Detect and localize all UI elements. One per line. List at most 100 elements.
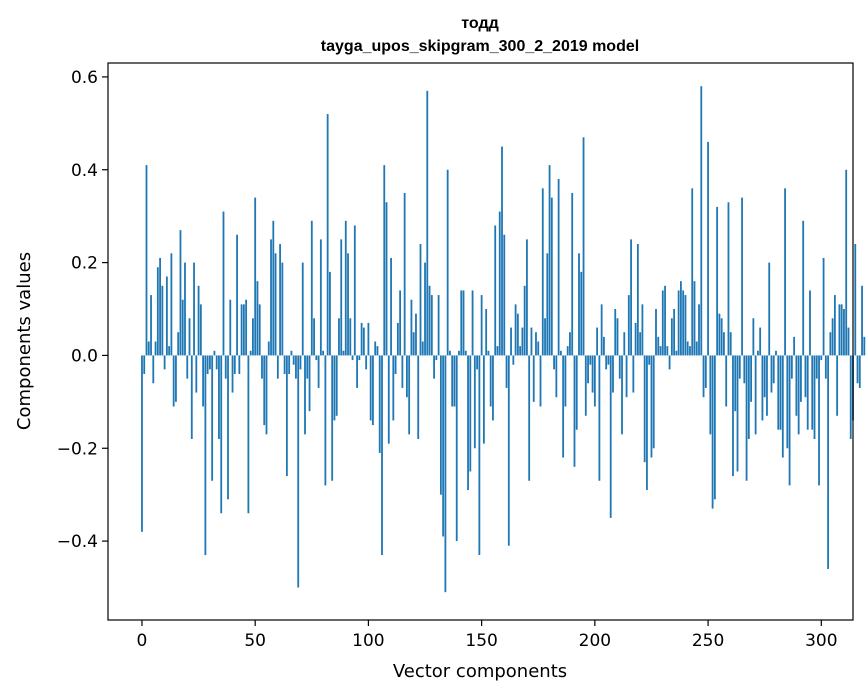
bar xyxy=(566,346,569,356)
bar xyxy=(487,350,490,356)
bar xyxy=(553,355,555,370)
bar xyxy=(777,355,780,430)
bar xyxy=(741,197,743,356)
bar xyxy=(172,355,175,407)
bar xyxy=(575,355,578,430)
bar xyxy=(310,220,313,356)
bar xyxy=(609,355,612,518)
bar xyxy=(480,295,483,356)
bar xyxy=(639,332,642,356)
bar xyxy=(709,355,712,435)
bar xyxy=(301,262,304,356)
bar xyxy=(458,350,460,356)
bar xyxy=(455,355,458,542)
bar xyxy=(612,355,614,393)
bar xyxy=(804,355,807,398)
bar xyxy=(795,355,798,416)
bar xyxy=(283,355,286,374)
bar xyxy=(428,285,431,356)
bar xyxy=(593,355,596,407)
bar xyxy=(646,355,648,491)
bar xyxy=(421,341,424,356)
bar xyxy=(836,355,839,416)
bar xyxy=(362,327,365,356)
bar xyxy=(589,355,592,365)
bar xyxy=(546,253,549,356)
bar xyxy=(202,355,205,407)
bar xyxy=(815,355,818,379)
bar xyxy=(304,355,306,435)
bar xyxy=(281,262,284,356)
bar xyxy=(181,299,184,356)
bar xyxy=(344,220,347,356)
bar xyxy=(657,336,660,356)
bar xyxy=(247,355,250,514)
y-tick-label: −0.4 xyxy=(57,532,98,552)
bar xyxy=(478,355,481,556)
bar xyxy=(424,262,426,356)
bar xyxy=(530,327,533,356)
bar xyxy=(317,355,320,388)
bar xyxy=(811,355,814,430)
bar xyxy=(582,137,585,356)
bar xyxy=(759,327,762,356)
bar xyxy=(550,197,553,356)
bar xyxy=(829,332,832,356)
bar xyxy=(306,355,309,379)
bar xyxy=(417,355,420,439)
bar xyxy=(315,355,318,361)
bar xyxy=(261,355,263,379)
bar xyxy=(297,355,300,588)
bar xyxy=(430,295,433,356)
bar xyxy=(258,304,261,356)
bar xyxy=(236,234,238,356)
bar xyxy=(736,355,739,472)
bar xyxy=(861,285,863,356)
y-tick-label: 0.2 xyxy=(71,254,98,274)
bar xyxy=(347,253,349,356)
bar xyxy=(313,318,315,356)
bar xyxy=(208,355,211,370)
bar xyxy=(700,86,703,356)
bar xyxy=(473,355,476,449)
bar xyxy=(784,188,786,356)
bar xyxy=(469,355,472,472)
x-tick-label: 0 xyxy=(137,631,148,651)
bar xyxy=(290,350,293,356)
bar xyxy=(272,220,275,356)
bar xyxy=(532,355,535,402)
bar xyxy=(664,285,666,356)
bar xyxy=(476,355,479,370)
bar xyxy=(854,244,857,356)
bar xyxy=(494,225,497,356)
bar xyxy=(265,355,268,435)
bar xyxy=(754,355,757,435)
bar xyxy=(809,290,811,356)
bar xyxy=(471,290,474,356)
bar xyxy=(680,281,682,356)
bar xyxy=(324,355,327,486)
bar xyxy=(786,355,789,449)
bar xyxy=(406,355,408,398)
y-axis-label: Components values xyxy=(14,252,35,430)
bar xyxy=(444,355,447,593)
bar xyxy=(670,318,673,356)
bar xyxy=(747,355,750,439)
bar xyxy=(401,355,404,388)
bar xyxy=(720,318,723,356)
bar xyxy=(652,355,655,449)
bar xyxy=(523,285,526,356)
bar xyxy=(555,355,558,398)
bar xyxy=(519,346,522,356)
bar xyxy=(734,355,737,412)
bar xyxy=(677,290,680,356)
bar xyxy=(693,281,696,356)
bar xyxy=(843,309,845,356)
bar xyxy=(460,290,463,356)
bar xyxy=(591,355,594,393)
bar xyxy=(274,253,277,356)
bar xyxy=(358,355,361,361)
bar xyxy=(145,165,148,356)
bar xyxy=(426,90,429,356)
bar xyxy=(351,355,354,361)
